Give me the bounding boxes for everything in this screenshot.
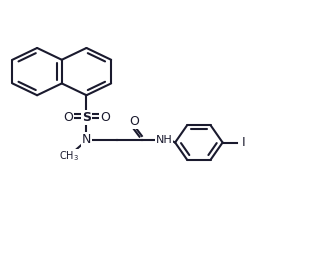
Text: O: O bbox=[100, 111, 110, 124]
Text: NH: NH bbox=[156, 135, 172, 145]
Text: S: S bbox=[82, 111, 91, 124]
Text: O: O bbox=[129, 115, 139, 128]
Text: CH$_3$: CH$_3$ bbox=[59, 149, 79, 163]
Text: N: N bbox=[82, 133, 91, 146]
Text: O: O bbox=[63, 111, 73, 124]
Text: I: I bbox=[242, 136, 245, 149]
